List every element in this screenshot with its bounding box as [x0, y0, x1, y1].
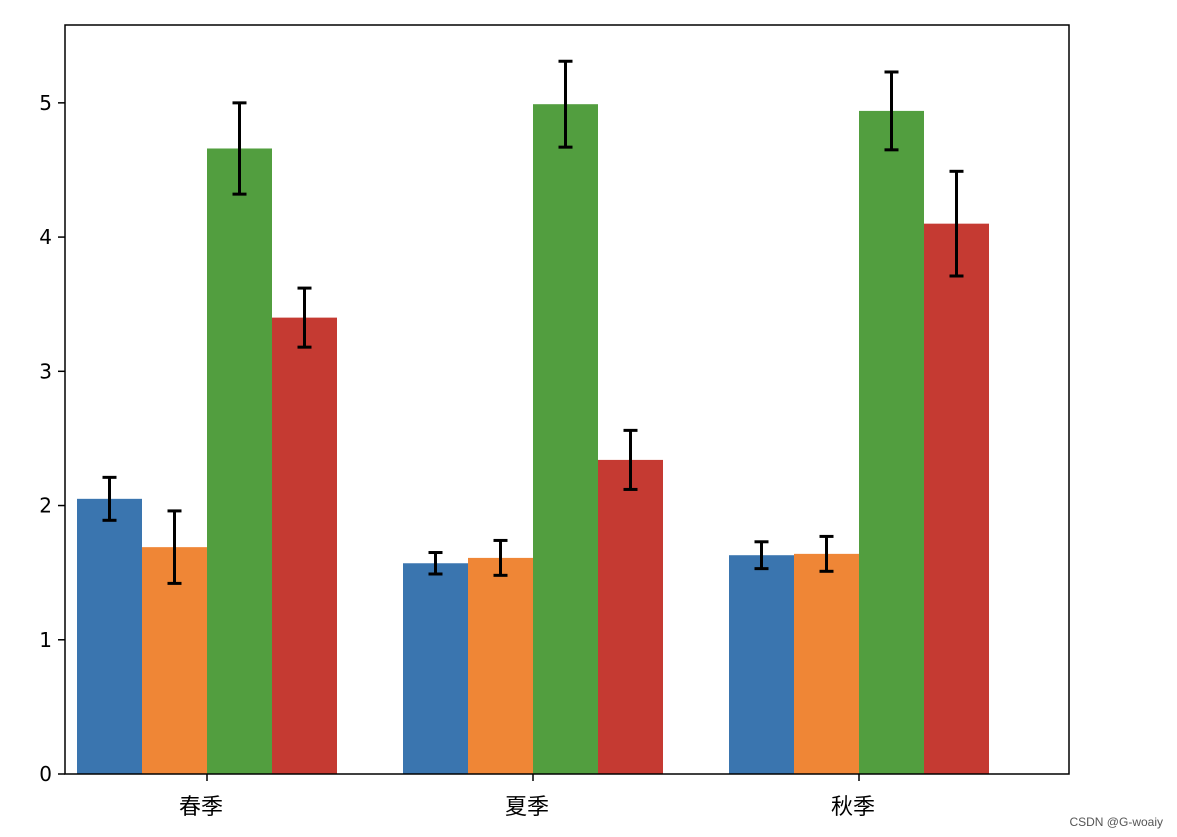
bar [859, 110, 924, 775]
bar [272, 317, 337, 774]
x-tick-label: 春季 [179, 795, 223, 820]
plot-frame [64, 24, 1070, 775]
bar [794, 553, 859, 774]
bar [142, 547, 207, 774]
x-tick-label: 夏季 [505, 795, 549, 820]
x-axis: 春季 夏季 秋季 [179, 774, 875, 820]
bar [468, 557, 533, 774]
y-tick-label: 5 [39, 91, 52, 115]
bar [533, 104, 598, 775]
bar [729, 555, 794, 774]
y-tick-label: 0 [39, 762, 52, 786]
bars-group [77, 104, 989, 775]
y-tick-label: 2 [39, 494, 52, 518]
bar [77, 498, 142, 774]
error-bars-group [102, 59, 964, 585]
watermark: CSDN @G-woaiy [1069, 815, 1163, 829]
y-tick-label: 1 [39, 628, 52, 652]
bar [598, 459, 663, 774]
bar [403, 563, 468, 774]
y-tick-label: 4 [39, 225, 52, 249]
x-tick-label: 秋季 [831, 795, 875, 820]
y-axis: 0 1 2 3 4 5 [39, 91, 65, 786]
bar [924, 223, 989, 775]
y-tick-label: 3 [39, 359, 52, 383]
bar [207, 148, 272, 775]
